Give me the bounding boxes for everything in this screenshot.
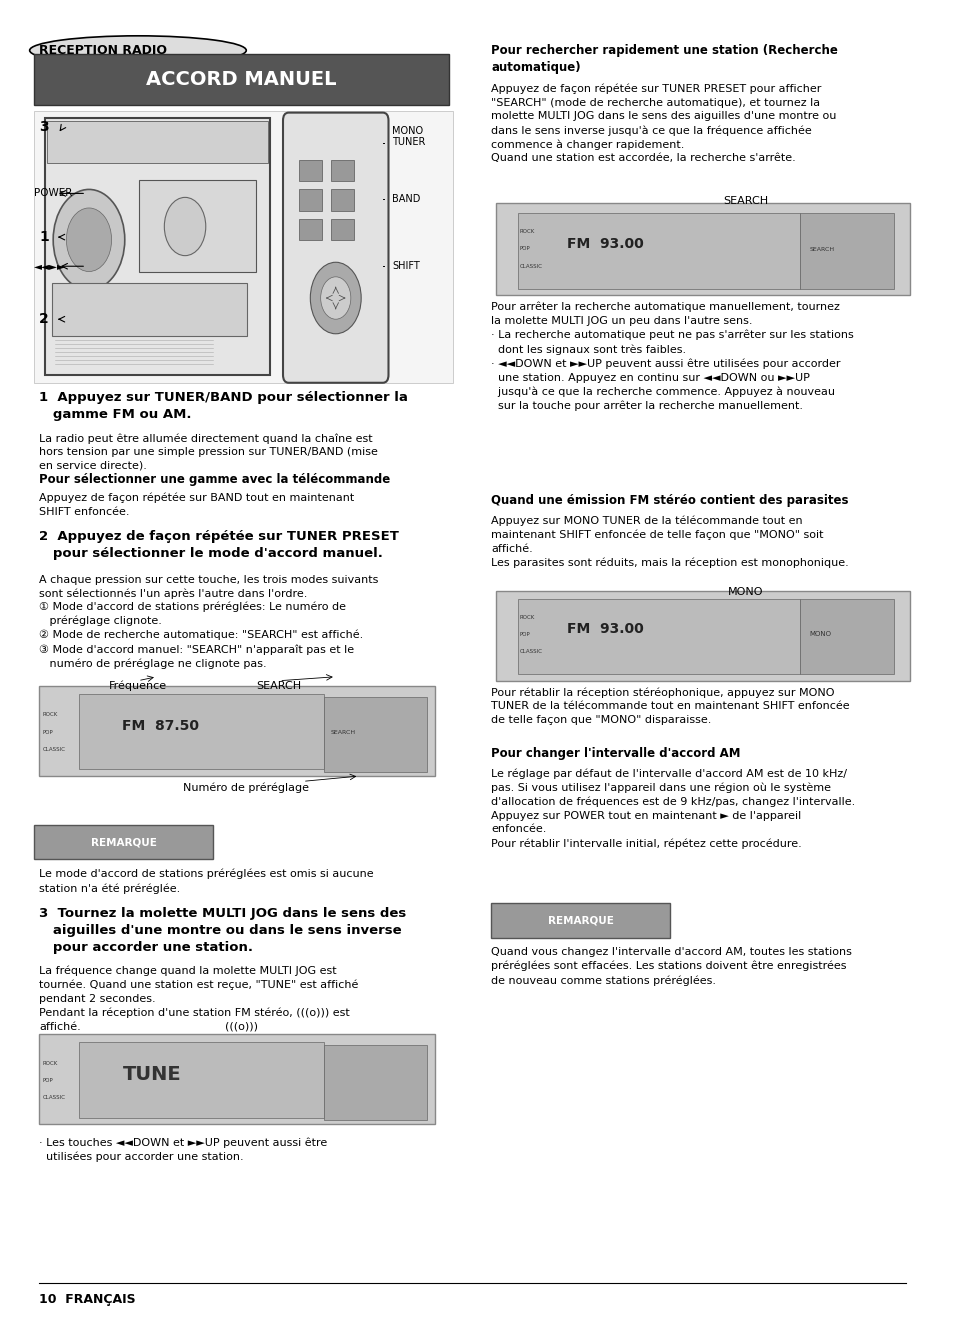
FancyBboxPatch shape <box>323 1044 427 1120</box>
FancyBboxPatch shape <box>800 214 893 289</box>
Text: 3  Tournez la molette MULTI JOG dans le sens des
   aiguilles d'une montre ou da: 3 Tournez la molette MULTI JOG dans le s… <box>39 908 406 954</box>
Text: FM  93.00: FM 93.00 <box>566 622 642 636</box>
Text: SEARCH: SEARCH <box>722 196 767 206</box>
Text: ROCK: ROCK <box>518 614 534 620</box>
Text: 1: 1 <box>39 230 49 244</box>
FancyBboxPatch shape <box>45 118 270 374</box>
Text: Pour sélectionner une gamme avec la télécommande: Pour sélectionner une gamme avec la télé… <box>39 472 390 486</box>
Text: MONO: MONO <box>727 587 762 597</box>
Text: (((o))): (((o))) <box>225 1020 258 1031</box>
Text: Quand vous changez l'intervalle d'accord AM, toutes les stations
préréglées sont: Quand vous changez l'intervalle d'accord… <box>491 947 851 986</box>
FancyBboxPatch shape <box>52 284 247 337</box>
Text: FM  93.00: FM 93.00 <box>566 236 642 251</box>
Text: Appuyez de façon répétée sur BAND tout en maintenant
SHIFT enfoncée.: Appuyez de façon répétée sur BAND tout e… <box>39 492 354 516</box>
Circle shape <box>67 208 112 272</box>
Text: ROCK: ROCK <box>518 230 534 234</box>
Circle shape <box>164 198 206 256</box>
Bar <box>331 190 354 211</box>
Circle shape <box>310 263 361 334</box>
Text: 1  Appuyez sur TUNER/BAND pour sélectionner la
   gamme FM ou AM.: 1 Appuyez sur TUNER/BAND pour sélectionn… <box>39 390 408 421</box>
Text: La fréquence change quand la molette MULTI JOG est
tournée. Quand une station es: La fréquence change quand la molette MUL… <box>39 966 358 1032</box>
Text: TUNE: TUNE <box>123 1064 181 1084</box>
Text: SHIFT: SHIFT <box>392 261 419 271</box>
FancyBboxPatch shape <box>39 1034 435 1124</box>
FancyBboxPatch shape <box>34 111 453 382</box>
Text: Quand une émission FM stéréo contient des parasites: Quand une émission FM stéréo contient de… <box>491 494 848 507</box>
Text: ROCK: ROCK <box>43 1060 58 1066</box>
Text: CLASSIC: CLASSIC <box>518 264 542 268</box>
Text: La radio peut être allumée directement quand la chaîne est
hors tension par une : La radio peut être allumée directement q… <box>39 433 377 471</box>
Text: Appuyez sur MONO TUNER de la télécommande tout en
maintenant SHIFT enfoncée de t: Appuyez sur MONO TUNER de la télécommand… <box>491 515 848 568</box>
Bar <box>331 161 354 182</box>
Text: ◄◄►►: ◄◄►► <box>34 261 67 271</box>
Text: ① Mode d'accord de stations préréglées: Le numéro de
   préréglage clignote.
② M: ① Mode d'accord de stations préréglées: … <box>39 601 363 669</box>
Ellipse shape <box>30 36 246 65</box>
Text: Numéro de préréglage: Numéro de préréglage <box>183 783 309 794</box>
Text: 10  FRANÇAIS: 10 FRANÇAIS <box>39 1292 135 1306</box>
Text: 2  Appuyez de façon répétée sur TUNER PRESET
   pour sélectionner le mode d'acco: 2 Appuyez de façon répétée sur TUNER PRE… <box>39 529 398 560</box>
Text: REMARQUE: REMARQUE <box>91 837 156 847</box>
Text: FM  87.50: FM 87.50 <box>122 719 199 733</box>
Text: Pour rétablir la réception stéréophonique, appuyez sur MONO
TUNER de la télécomm: Pour rétablir la réception stéréophoniqu… <box>491 687 849 725</box>
Text: ROCK: ROCK <box>43 713 58 718</box>
Text: CLASSIC: CLASSIC <box>43 747 66 752</box>
Text: POP: POP <box>43 730 53 735</box>
FancyBboxPatch shape <box>800 598 893 674</box>
Text: SEARCH: SEARCH <box>809 247 834 252</box>
Text: Le mode d'accord de stations préréglées est omis si aucune
station n'a été préré: Le mode d'accord de stations préréglées … <box>39 869 374 893</box>
FancyBboxPatch shape <box>34 54 448 105</box>
Text: POP: POP <box>518 632 530 637</box>
Text: Pour rechercher rapidement une station (Recherche
automatique): Pour rechercher rapidement une station (… <box>491 44 837 74</box>
FancyBboxPatch shape <box>47 121 268 163</box>
FancyBboxPatch shape <box>496 203 909 296</box>
Text: REMARQUE: REMARQUE <box>547 916 613 925</box>
Text: MONO
TUNER: MONO TUNER <box>392 126 425 147</box>
Text: RECEPTION RADIO: RECEPTION RADIO <box>39 44 167 57</box>
Text: A chaque pression sur cette touche, les trois modes suivants
sont sélectionnés l: A chaque pression sur cette touche, les … <box>39 575 378 598</box>
FancyBboxPatch shape <box>491 904 669 938</box>
Text: 2: 2 <box>39 312 49 326</box>
Text: POWER: POWER <box>34 188 72 199</box>
FancyBboxPatch shape <box>323 697 427 772</box>
FancyBboxPatch shape <box>139 180 255 272</box>
Bar <box>298 161 321 182</box>
Text: MONO: MONO <box>809 632 831 637</box>
Text: Pour arrêter la recherche automatique manuellement, tournez
la molette MULTI JOG: Pour arrêter la recherche automatique ma… <box>491 303 853 411</box>
FancyBboxPatch shape <box>283 113 388 382</box>
Text: Le réglage par défaut de l'intervalle d'accord AM est de 10 kHz/
pas. Si vous ut: Le réglage par défaut de l'intervalle d'… <box>491 768 855 849</box>
FancyBboxPatch shape <box>78 694 323 770</box>
Text: Appuyez de façon répétée sur TUNER PRESET pour afficher
"SEARCH" (mode de recher: Appuyez de façon répétée sur TUNER PRESE… <box>491 84 836 163</box>
Text: SEARCH: SEARCH <box>256 681 301 691</box>
Text: Pour changer l'intervalle d'accord AM: Pour changer l'intervalle d'accord AM <box>491 747 740 760</box>
Text: CLASSIC: CLASSIC <box>518 649 542 654</box>
Circle shape <box>320 277 351 320</box>
Text: POP: POP <box>518 247 530 251</box>
Text: ACCORD MANUEL: ACCORD MANUEL <box>146 70 336 89</box>
FancyBboxPatch shape <box>39 686 435 776</box>
FancyBboxPatch shape <box>517 214 800 289</box>
Text: · Les touches ◄◄DOWN et ►►UP peuvent aussi être
  utilisées pour accorder une st: · Les touches ◄◄DOWN et ►►UP peuvent aus… <box>39 1137 327 1162</box>
Text: POP: POP <box>43 1078 53 1083</box>
FancyBboxPatch shape <box>34 825 213 860</box>
FancyBboxPatch shape <box>517 598 800 674</box>
FancyBboxPatch shape <box>496 591 909 681</box>
Bar <box>298 219 321 240</box>
Bar <box>298 190 321 211</box>
Text: BAND: BAND <box>392 194 420 204</box>
Bar <box>331 219 354 240</box>
FancyBboxPatch shape <box>78 1042 323 1117</box>
Circle shape <box>53 190 125 291</box>
Text: Fréquence: Fréquence <box>109 681 167 691</box>
Text: CLASSIC: CLASSIC <box>43 1095 66 1100</box>
Text: SEARCH: SEARCH <box>331 730 355 735</box>
Text: 3: 3 <box>39 121 49 134</box>
